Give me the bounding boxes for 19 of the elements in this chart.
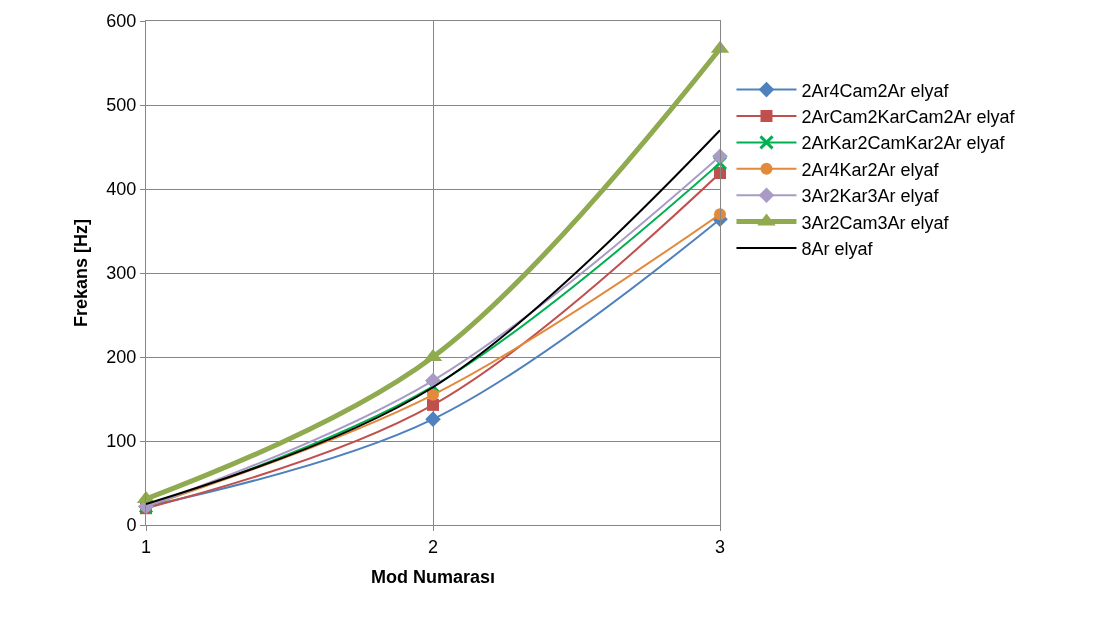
y-tick-label: 200 (106, 347, 137, 368)
y-tick-label: 400 (106, 179, 137, 200)
x-axis-title: Mod Numarası (370, 566, 496, 587)
legend-label: 2Ar4Kar2Ar elyaf (801, 159, 940, 180)
y-tick-label: 300 (106, 263, 137, 284)
y-axis-title: Frekans [Hz] (70, 218, 91, 328)
legend-label: 3Ar2Kar3Ar elyaf (801, 186, 940, 207)
x-tick-label: 1 (140, 536, 152, 557)
y-tick-label: 0 (126, 515, 137, 536)
x-tick-label: 2 (427, 536, 439, 557)
y-tick-label: 600 (106, 11, 137, 32)
legend-label: 8Ar elyaf (801, 239, 874, 260)
y-tick-label: 500 (106, 95, 137, 116)
x-tick-label: 3 (714, 536, 726, 557)
y-tick-label: 100 (106, 431, 137, 452)
legend-label: 2ArCam2KarCam2Ar elyaf (801, 107, 1016, 128)
legend-label: 3Ar2Cam3Ar elyaf (801, 212, 950, 233)
legend-label: 2ArKar2CamKar2Ar elyaf (801, 133, 1006, 154)
legend-label: 2Ar4Cam2Ar elyaf (801, 80, 950, 101)
